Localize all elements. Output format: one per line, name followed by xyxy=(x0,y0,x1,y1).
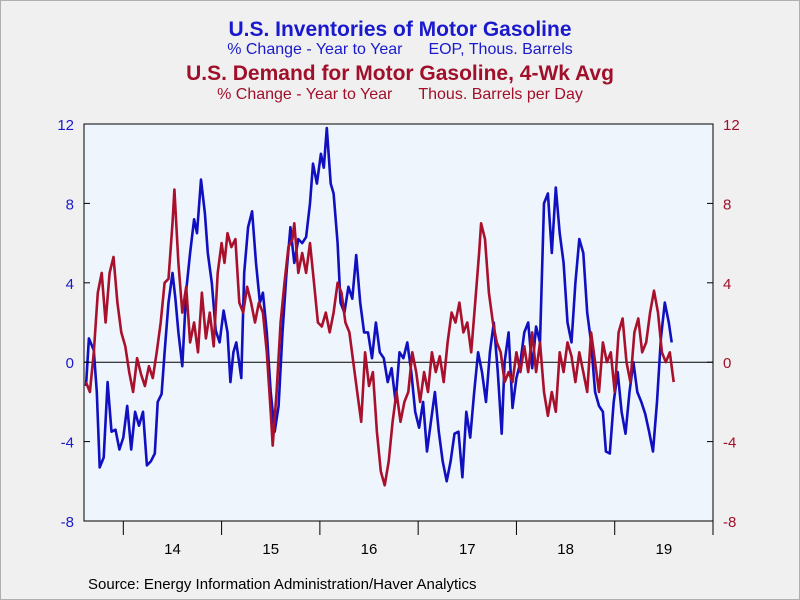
y-tick-label-right: 0 xyxy=(723,355,731,372)
plot-border xyxy=(83,123,714,522)
series-line-inventories xyxy=(84,126,673,483)
chart-title: U.S. Inventories of Motor Gasoline xyxy=(228,18,572,41)
y-tick-label-left: 0 xyxy=(66,355,74,372)
x-tick-label: 16 xyxy=(361,541,378,558)
y-tick-label-left: 12 xyxy=(57,117,74,134)
y-tick-label-right: -4 xyxy=(723,435,736,452)
chart-subtitle-2: % Change - Year to Year Thous. Barrels pe… xyxy=(0,86,800,104)
x-tick-label: 15 xyxy=(262,541,279,558)
chart-title-2: U.S. Demand for Motor Gasoline, 4-Wk Avg xyxy=(186,62,614,85)
chart-subtitle: % Change - Year to Year EOP, Thous. Barre… xyxy=(0,41,800,59)
y-tick-label-right: 8 xyxy=(723,196,731,213)
y-tick-label-right: -8 xyxy=(723,514,736,531)
y-tick-label-left: 4 xyxy=(66,276,74,293)
subtitle-left: % Change - Year to Year xyxy=(227,41,403,58)
y-tick-label-right: 4 xyxy=(723,276,731,293)
subtitle-right: EOP, Thous. Barrels xyxy=(428,41,573,58)
y-tick-label-left: 8 xyxy=(66,196,74,213)
x-tick-label: 14 xyxy=(164,541,181,558)
subtitle2-right: Thous. Barrels per Day xyxy=(418,86,583,103)
x-tick-label: 19 xyxy=(656,541,673,558)
x-tick-label: 18 xyxy=(557,541,574,558)
x-tick-label: 17 xyxy=(459,541,476,558)
y-tick-label-right: 12 xyxy=(723,117,740,134)
subtitle2-left: % Change - Year to Year xyxy=(217,86,393,103)
y-tick-label-left: -8 xyxy=(61,514,74,531)
y-tick-label-left: -4 xyxy=(61,435,74,452)
source-note: Source: Energy Information Administratio… xyxy=(88,576,477,593)
series-line-demand xyxy=(84,188,675,487)
